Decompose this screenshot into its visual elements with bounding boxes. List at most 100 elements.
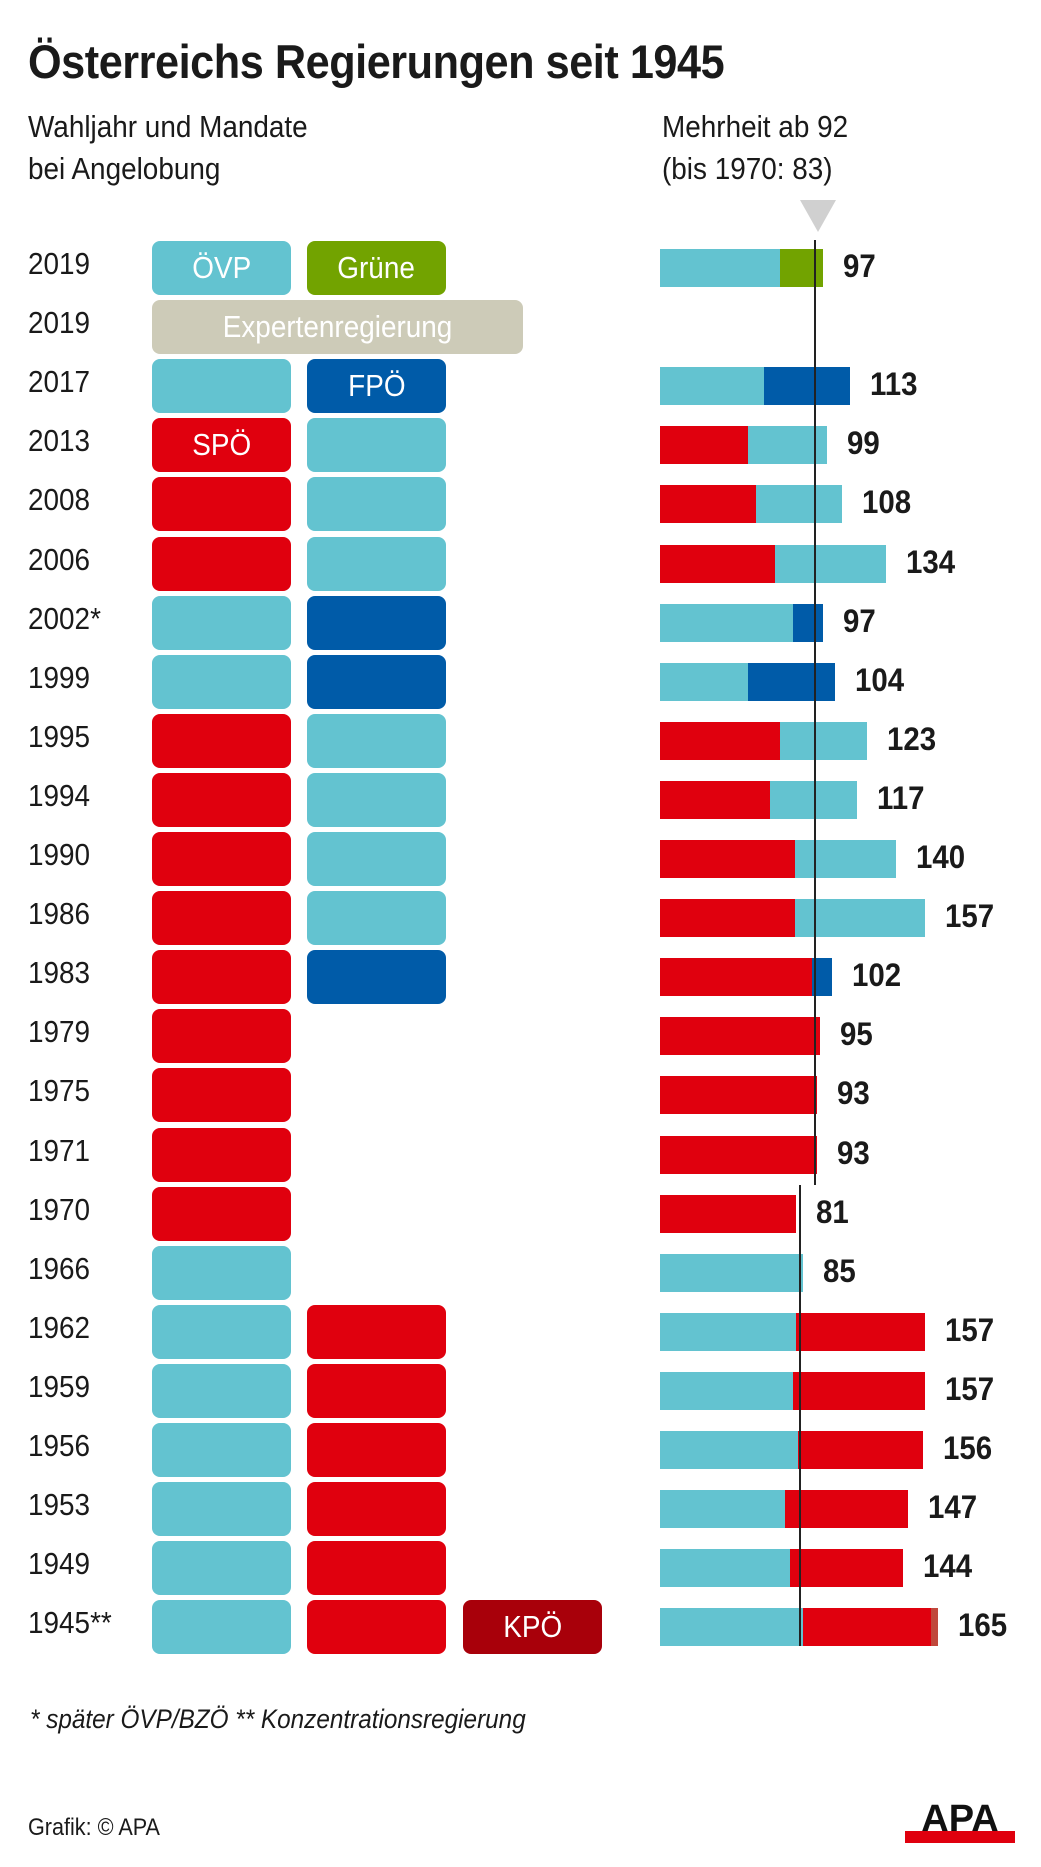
party-box-fpoe: FPÖ [307, 359, 446, 414]
year-label: 2006 [28, 541, 91, 577]
bar-segment-spoe [660, 544, 775, 583]
bar-segment-spoe [660, 1017, 821, 1056]
total-seats-label: 108 [861, 484, 912, 521]
chart-title: Österreichs Regierungen seit 1945 [28, 35, 725, 88]
party-box-spoe [152, 832, 291, 886]
year-label: 1995 [28, 718, 91, 754]
year-label: 1994 [28, 777, 91, 813]
party-box-fpoe [307, 950, 446, 1005]
party-box-label: Expertenregierung [222, 309, 453, 345]
year-label: 1979 [28, 1014, 91, 1050]
total-seats-label: 157 [944, 1370, 994, 1407]
year-label: 2019 [28, 246, 91, 281]
bar-segment-oevp [660, 603, 794, 642]
party-box-oevp [152, 1600, 291, 1655]
party-box-spoe: SPÖ [152, 418, 291, 473]
party-box-oevp [152, 1245, 291, 1300]
subtitle-left-line2: bei Angelobung [28, 151, 221, 186]
majority-line-83 [798, 1184, 801, 1647]
year-label: 1949 [28, 1546, 91, 1582]
party-box-oevp [307, 477, 446, 532]
party-box-spoe [152, 950, 291, 1005]
party-box-spoe [307, 1363, 446, 1418]
party-box-label: Grüne [337, 250, 416, 285]
total-seats-label: 85 [823, 1252, 856, 1289]
party-box-oevp [152, 1541, 291, 1596]
bar-segment-spoe [798, 1431, 923, 1469]
party-box-spoe [307, 1304, 446, 1359]
party-box-oevp [152, 654, 291, 709]
total-seats-label: 97 [843, 248, 877, 284]
bar-segment-spoe [796, 1312, 925, 1351]
year-label: 1990 [28, 837, 91, 872]
party-box-oevp [152, 1363, 291, 1418]
apa-logo-bar [905, 1831, 1015, 1843]
total-seats-label: 144 [922, 1548, 972, 1585]
subtitle-left-line1: Wahljahr und Mandate [28, 109, 308, 144]
bar-segment-oevp [660, 1371, 794, 1410]
party-box-oevp [152, 359, 291, 414]
majority-marker-triangle-icon [800, 200, 836, 232]
bar-segment-spoe [660, 721, 780, 760]
party-box-label: SPÖ [192, 427, 251, 463]
bar-segment-spoe [793, 1371, 925, 1410]
total-seats-label: 157 [944, 1311, 994, 1348]
bar-segment-oevp [774, 544, 886, 583]
bar-segment-fpoe [793, 603, 824, 642]
bar-segment-fpoe [811, 958, 832, 997]
party-box-oevp: ÖVP [152, 241, 291, 295]
year-label: 1956 [28, 1428, 91, 1463]
bar-segment-spoe [660, 1194, 797, 1233]
subtitle-left: Wahljahr und Mandate bei Angelobung [28, 106, 308, 190]
bar-segment-oevp [660, 249, 780, 287]
total-seats-label: 147 [927, 1489, 977, 1526]
total-seats-label: 93 [836, 1134, 870, 1171]
party-box-spoe [152, 477, 291, 532]
bar-segment-gruene [779, 249, 824, 287]
bar-segment-kpoe_bar [931, 1608, 939, 1647]
bar-segment-fpoe [764, 367, 851, 406]
total-seats-label: 93 [836, 1075, 870, 1112]
party-box-oevp [307, 891, 446, 946]
bar-segment-oevp [660, 367, 765, 406]
bar-segment-oevp [756, 485, 842, 524]
party-box-spoe [152, 772, 291, 827]
subtitle-right-line2: (bis 1970: 83) [662, 151, 833, 186]
year-label: 1962 [28, 1309, 91, 1345]
party-box-spoe [152, 1009, 291, 1064]
bar-segment-spoe [803, 1608, 932, 1647]
apa-logo: APA [905, 1798, 1015, 1843]
total-seats-label: 104 [855, 661, 905, 698]
party-box-spoe [152, 1127, 291, 1182]
party-box-oevp [307, 713, 446, 768]
party-box-oevp [307, 418, 446, 473]
majority-line-92 [814, 240, 817, 1185]
party-box-oevp [307, 832, 446, 886]
subtitle-right-line1: Mehrheit ab 92 [662, 109, 849, 144]
year-label: 2013 [28, 423, 91, 459]
total-seats-label: 156 [942, 1430, 992, 1466]
bar-segment-oevp [660, 1549, 790, 1588]
total-seats-label: 102 [851, 957, 901, 994]
party-box-oevp [152, 595, 291, 650]
total-seats-label: 113 [870, 366, 918, 403]
year-label: 1999 [28, 659, 91, 695]
year-label: 1986 [28, 896, 91, 932]
year-label: 1966 [28, 1250, 91, 1286]
bar-segment-spoe [660, 426, 748, 465]
year-label: 1953 [28, 1487, 91, 1523]
party-box-spoe [152, 713, 291, 768]
total-seats-label: 123 [887, 720, 937, 757]
credit: Grafik: © APA [28, 1814, 160, 1841]
bar-segment-oevp [747, 426, 827, 465]
party-box-fpoe [307, 595, 446, 650]
party-box-spoe [307, 1482, 446, 1537]
party-box-spoe [307, 1423, 446, 1477]
year-label: 2017 [28, 364, 91, 400]
bar-segment-fpoe [747, 662, 836, 701]
year-label: 2002* [28, 600, 101, 636]
year-label: 2008 [28, 482, 91, 518]
bar-segment-spoe [660, 958, 812, 997]
party-box-spoe [307, 1541, 446, 1596]
